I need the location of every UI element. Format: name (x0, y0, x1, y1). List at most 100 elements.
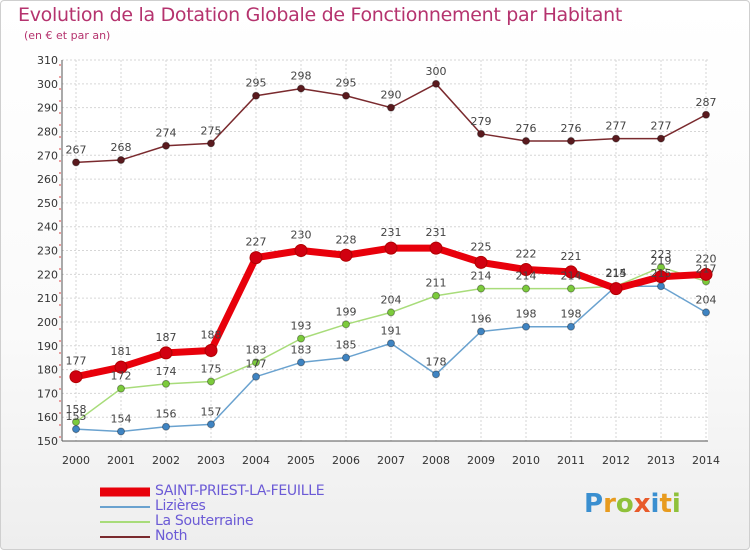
axis-dot (59, 232, 61, 234)
data-point (342, 320, 350, 329)
data-point (477, 284, 485, 293)
axis-dot (59, 208, 61, 210)
axis-dot (59, 136, 61, 138)
data-label: 172 (111, 370, 132, 383)
data-point (474, 255, 488, 269)
legend-label-saint-priest: SAINT-PRIEST-LA-FEUILLE (155, 483, 325, 499)
y-tick-label: 250 (37, 197, 58, 210)
data-point (522, 322, 530, 331)
axis-dot (59, 316, 61, 318)
legend-swatch-la-souterraine (100, 521, 150, 523)
data-label: 290 (381, 89, 402, 102)
legend-item-saint-priest[interactable]: SAINT-PRIEST-LA-FEUILLE (100, 484, 400, 499)
axis-dot (59, 160, 61, 162)
data-label: 230 (291, 229, 312, 242)
data-point (387, 339, 395, 348)
x-tick-label: 2002 (152, 454, 180, 467)
data-point (342, 353, 350, 362)
data-label: 181 (111, 345, 132, 358)
data-label: 193 (291, 320, 312, 333)
axis-dot (59, 280, 61, 282)
data-label: 183 (291, 343, 312, 356)
data-point (432, 291, 440, 300)
data-label: 183 (246, 343, 267, 356)
data-label: 204 (381, 293, 402, 306)
y-tick-label: 190 (37, 340, 58, 353)
data-label: 220 (696, 252, 717, 265)
data-label: 214 (516, 270, 537, 283)
data-label: 221 (561, 250, 582, 263)
data-point (477, 327, 485, 336)
axis-dot (59, 388, 61, 390)
data-point (657, 134, 665, 143)
axis-dot (59, 400, 61, 402)
data-point (252, 372, 260, 381)
x-tick-label: 2010 (512, 454, 540, 467)
y-tick-label: 210 (37, 292, 58, 305)
axis-dot (59, 412, 61, 414)
data-label: 156 (156, 408, 177, 421)
data-label: 227 (246, 236, 267, 249)
data-point (207, 139, 215, 148)
data-point (294, 244, 308, 257)
x-tick-label: 2011 (557, 454, 585, 467)
data-point (72, 425, 80, 434)
data-point (114, 360, 128, 374)
y-tick-label: 300 (37, 78, 58, 91)
data-label: 185 (336, 339, 357, 352)
data-label: 199 (336, 305, 357, 318)
data-label: 187 (156, 331, 177, 344)
data-point (249, 251, 263, 265)
data-label: 231 (381, 226, 402, 239)
data-label: 228 (336, 233, 357, 246)
y-tick-label: 290 (37, 102, 58, 115)
y-tick-label: 200 (37, 316, 58, 329)
data-label: 174 (156, 365, 177, 378)
data-point (297, 358, 305, 367)
data-label: 279 (471, 115, 492, 128)
axis-dot (59, 436, 61, 438)
data-point (702, 308, 710, 317)
legend-item-lizieres[interactable]: Lizières (100, 499, 400, 514)
data-label: 211 (426, 277, 447, 290)
axis-dot (59, 148, 61, 150)
axis-dot (59, 352, 61, 354)
data-label: 219 (651, 255, 672, 268)
data-point (339, 248, 353, 262)
data-label: 214 (606, 267, 627, 280)
axis-dot (59, 184, 61, 186)
data-point (252, 358, 260, 367)
data-label: 287 (696, 96, 717, 109)
y-tick-label: 240 (37, 221, 58, 234)
data-label: 214 (471, 270, 492, 283)
data-label: 215 (651, 267, 672, 280)
data-label: 198 (561, 308, 582, 321)
data-label: 196 (471, 312, 492, 325)
data-point (117, 427, 125, 436)
data-point (162, 379, 170, 388)
axis-dot (59, 220, 61, 222)
data-label: 158 (66, 403, 87, 416)
data-point (342, 91, 350, 100)
y-tick-label: 270 (37, 149, 58, 162)
data-point (657, 282, 665, 291)
data-point (612, 134, 620, 143)
data-point (432, 370, 440, 379)
data-label: 217 (696, 262, 717, 275)
data-label: 215 (606, 267, 627, 280)
data-point (522, 284, 530, 293)
legend-swatch-saint-priest (100, 487, 150, 497)
data-label: 295 (246, 77, 267, 90)
data-label: 267 (66, 143, 87, 156)
data-label: 188 (201, 329, 222, 342)
data-point (477, 129, 485, 138)
data-point (564, 265, 578, 279)
axis-dot (59, 424, 61, 426)
legend-item-la-souterraine[interactable]: La Souterraine (100, 514, 400, 529)
data-label: 175 (201, 362, 222, 375)
legend-label-la-souterraine: La Souterraine (155, 513, 254, 529)
legend-item-noth[interactable]: Noth (100, 529, 400, 544)
x-tick-label: 2008 (422, 454, 450, 467)
data-point (72, 417, 80, 426)
axis-dot (59, 256, 61, 258)
